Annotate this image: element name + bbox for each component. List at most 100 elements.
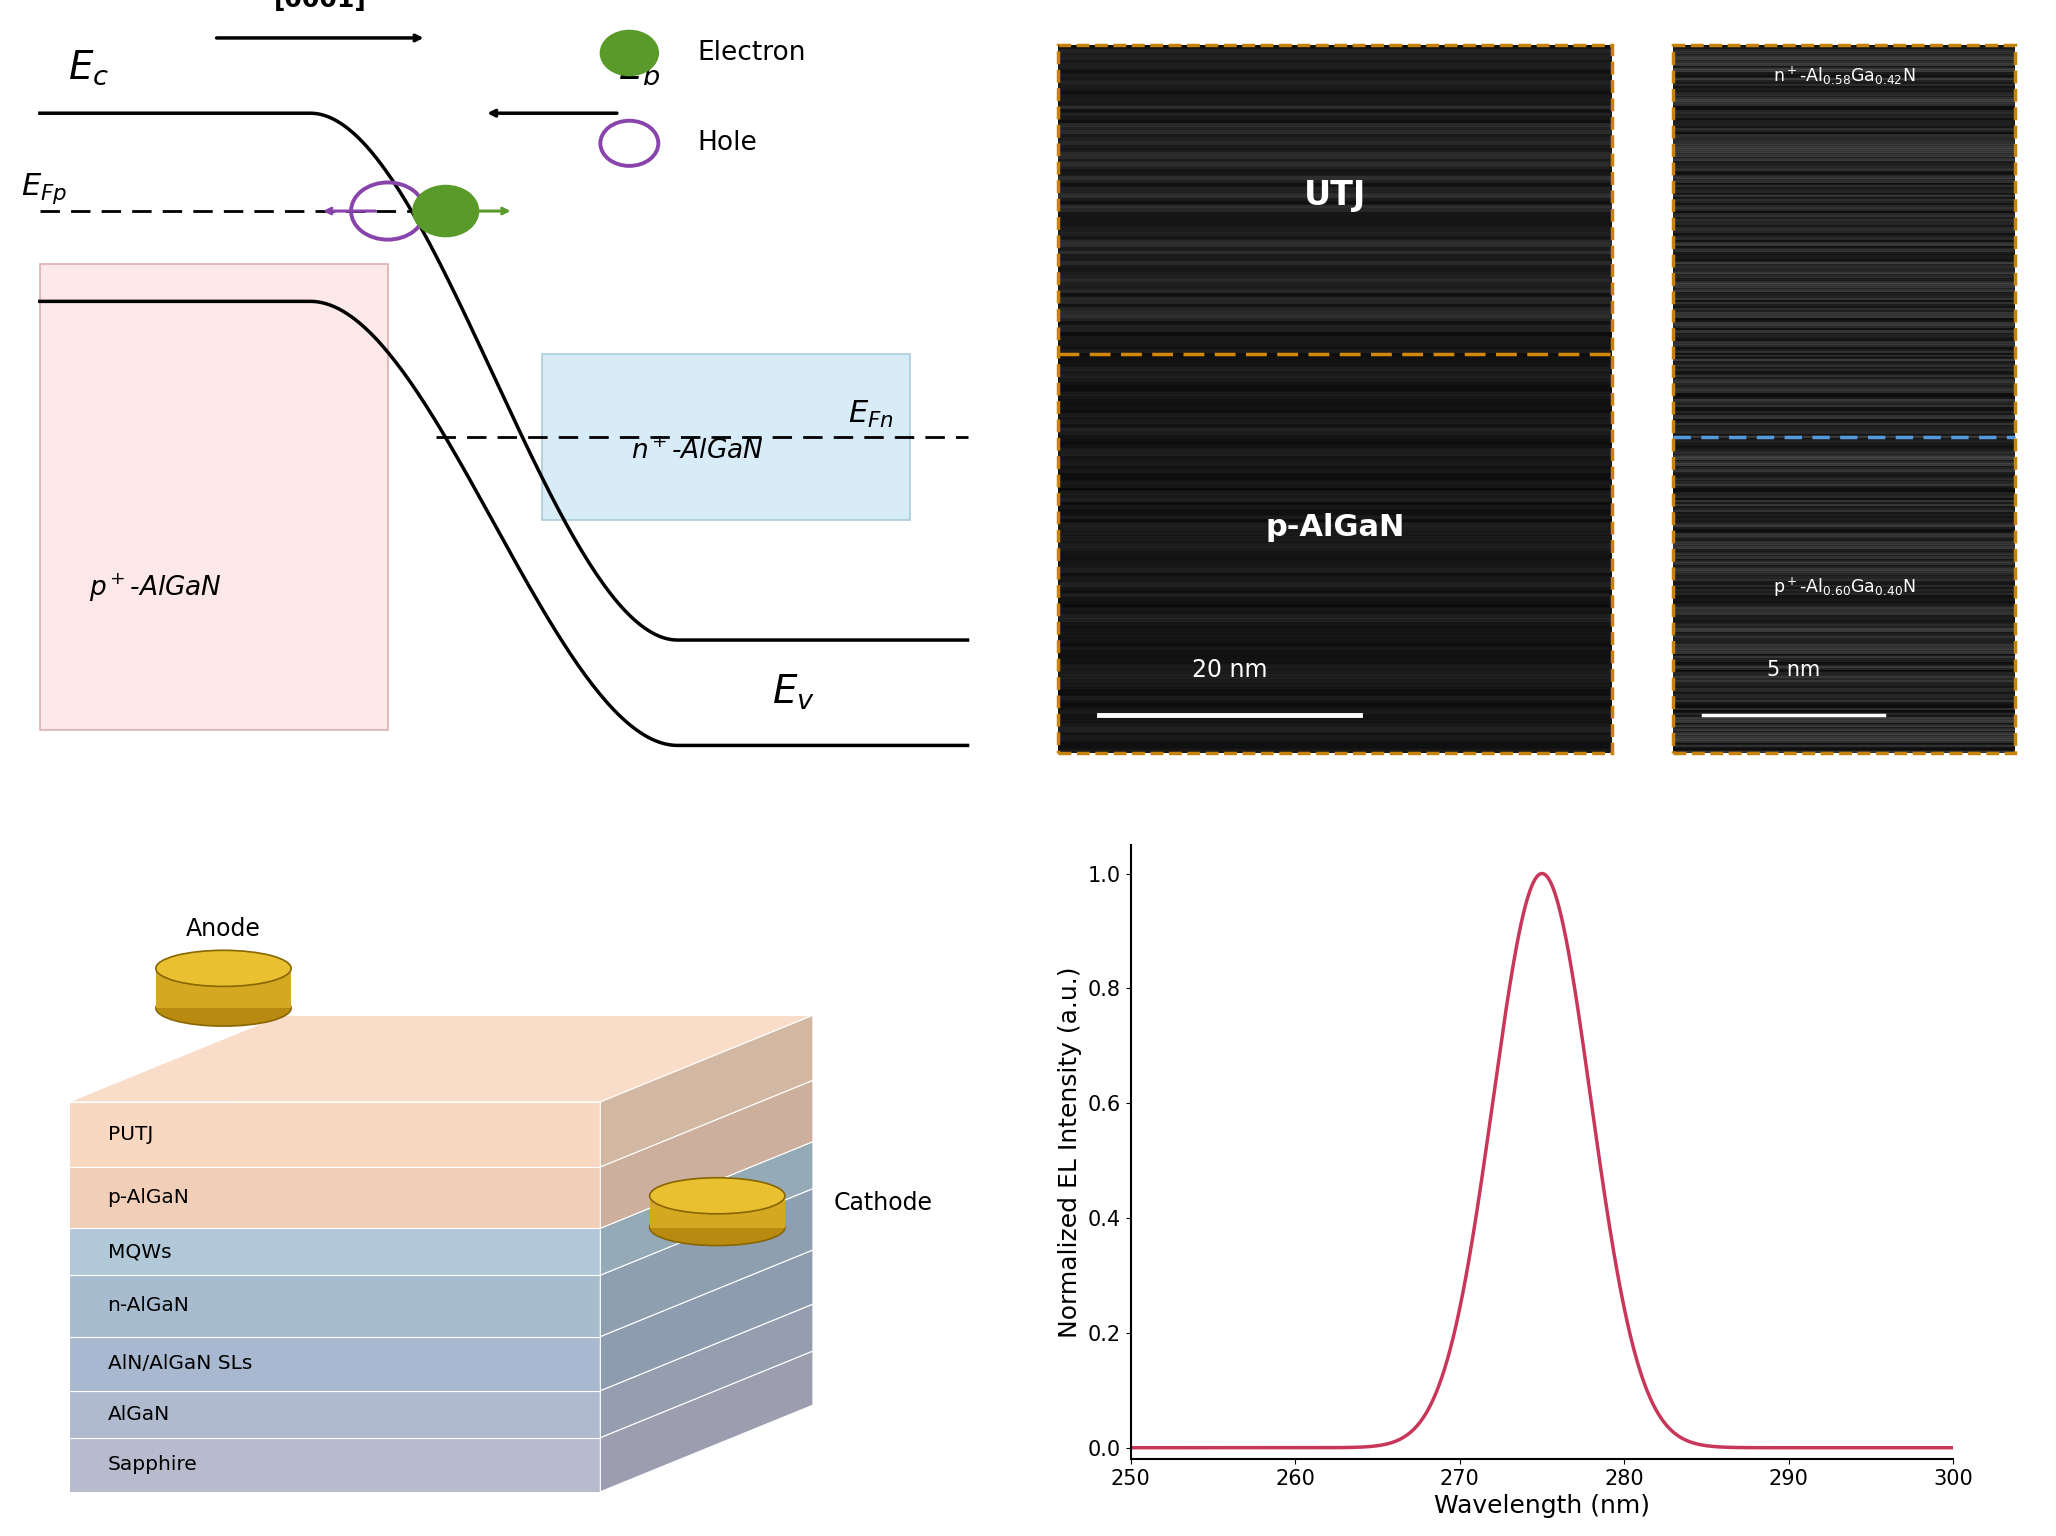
Bar — [1059, 144, 1612, 147]
Bar — [1674, 553, 2015, 554]
Bar — [1674, 723, 2015, 727]
Bar — [1059, 281, 1612, 286]
Bar — [1674, 536, 2015, 539]
Bar — [1059, 427, 1612, 432]
Bar — [1059, 720, 1612, 725]
Bar — [1059, 402, 1612, 407]
Bar — [1674, 134, 2015, 137]
Circle shape — [413, 186, 479, 237]
Bar — [1674, 192, 2015, 195]
Polygon shape — [70, 1304, 812, 1390]
Bar — [1059, 449, 1612, 452]
Bar — [1674, 671, 2015, 674]
Bar — [1674, 734, 2015, 737]
Bar — [1674, 410, 2015, 413]
Bar — [1059, 66, 1612, 71]
Bar — [1059, 707, 1612, 711]
Bar — [1059, 250, 1612, 253]
Bar — [1059, 717, 1612, 720]
Bar — [1059, 98, 1612, 101]
Bar — [1674, 209, 2015, 212]
Bar — [1059, 419, 1612, 424]
Bar — [1059, 307, 1612, 310]
Bar — [1674, 295, 2015, 298]
Bar — [1059, 554, 1612, 559]
Bar — [1674, 89, 2015, 92]
Bar — [1059, 91, 1612, 95]
Bar — [1674, 742, 2015, 745]
Bar — [1674, 614, 2015, 617]
Bar — [1059, 519, 1612, 524]
Bar — [1059, 190, 1612, 194]
Bar — [1674, 435, 2015, 438]
Bar — [1059, 164, 1612, 169]
Bar — [1059, 204, 1612, 209]
Bar — [1059, 235, 1612, 240]
Bar — [1059, 498, 1612, 502]
Bar — [1059, 275, 1612, 280]
Bar — [1059, 126, 1612, 131]
Bar — [1059, 501, 1612, 505]
Bar — [1674, 97, 2015, 100]
Bar — [1059, 253, 1612, 258]
Bar — [1674, 685, 2015, 688]
Bar — [1059, 536, 1612, 541]
Bar — [1059, 210, 1612, 215]
Bar — [1059, 313, 1612, 318]
Bar — [1674, 558, 2015, 561]
Bar — [1674, 88, 2015, 91]
Bar — [1059, 229, 1612, 233]
Bar — [1674, 244, 2015, 247]
Bar — [1059, 462, 1612, 467]
Bar — [1674, 432, 2015, 433]
Bar — [1059, 525, 1612, 530]
Bar — [650, 1195, 785, 1227]
Bar — [1059, 215, 1612, 218]
Bar — [1059, 614, 1612, 619]
Bar — [1674, 186, 2015, 189]
Bar — [1059, 158, 1612, 163]
Bar — [1059, 398, 1612, 402]
Bar — [1674, 304, 2015, 306]
Text: [0001]: [0001] — [273, 0, 366, 12]
Bar — [1059, 137, 1612, 141]
Bar — [1674, 138, 2015, 140]
Bar — [1059, 723, 1612, 728]
Bar — [1674, 51, 2015, 54]
Bar — [1674, 115, 2015, 118]
Bar — [1674, 103, 2015, 106]
Bar — [1674, 522, 2015, 524]
Bar — [1674, 573, 2015, 574]
Bar — [1674, 653, 2015, 656]
Bar — [1059, 444, 1612, 449]
Bar — [1674, 94, 2015, 95]
Bar — [1674, 445, 2015, 447]
Bar — [1059, 246, 1612, 250]
Bar — [1674, 637, 2015, 641]
Bar — [1059, 289, 1612, 293]
Bar — [1674, 350, 2015, 353]
Bar — [1674, 505, 2015, 508]
Bar — [1674, 617, 2015, 619]
Bar — [1674, 528, 2015, 530]
Bar — [1674, 224, 2015, 227]
Bar — [1674, 395, 2015, 398]
Bar — [1059, 155, 1612, 158]
Bar — [1674, 531, 2015, 535]
Bar — [1059, 194, 1612, 198]
Bar — [1059, 45, 1612, 49]
Bar — [1674, 541, 2015, 542]
Text: Anode: Anode — [185, 917, 261, 940]
Bar — [1059, 378, 1612, 381]
Bar — [1674, 390, 2015, 393]
Bar — [1674, 195, 2015, 197]
Bar — [1674, 673, 2015, 676]
Bar — [1059, 155, 1612, 158]
Bar — [1674, 217, 2015, 220]
Bar — [1059, 218, 1612, 223]
Bar — [1059, 713, 1612, 717]
Bar — [1674, 223, 2015, 226]
Bar — [1674, 645, 2015, 648]
Bar — [1059, 490, 1612, 495]
Bar — [1059, 257, 1612, 261]
